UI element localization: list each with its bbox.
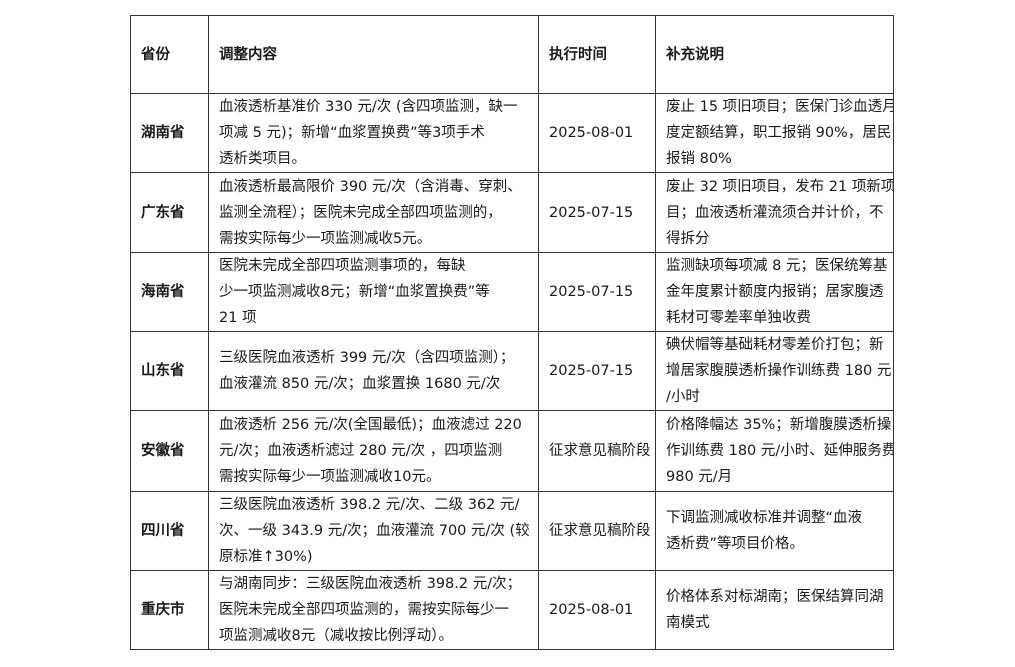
content-line: 原标准↑30%): [219, 549, 313, 565]
content-line: 血液灌流 850 元/次；血浆置换 1680 元/次: [219, 376, 501, 392]
table-row: 重庆市 与湖南同步：三级医院血液透析 398.2 元/次； 医院未完成全部四项监测的…: [130, 570, 894, 650]
date-cell: 2025-08-01: [538, 93, 656, 173]
content-line: 血液透析最高限价 390 元/次（含消毒、穿刺、: [219, 178, 522, 195]
date-cell: 2025-07-15: [538, 252, 656, 332]
notes-line: 价格体系对标湖南；医保结算同湖: [666, 589, 884, 605]
content-line: 少一项监测减收8元；新增“血浆置换费”等: [219, 284, 490, 300]
content-line: 血液透析基准价 330 元/次 (含四项监测，缺一: [219, 99, 518, 115]
province-cell: 山东省: [130, 331, 209, 411]
price-adjustment-table: 省份 调整内容 执行时间 补充说明 湖南省 血液透析基准价 330 元/次 (含四…: [130, 15, 894, 650]
header-row: 省份 调整内容 执行时间 补充说明: [130, 15, 894, 94]
notes-cell: 碘伏帽等基础耗材零差价打包；新 增居家腹膜透析操作训练费 180 元/小时: [655, 331, 894, 411]
table-row: 广东省 血液透析最高限价 390 元/次（含消毒、穿刺、 监测全流程）；医院未完成全…: [130, 172, 894, 253]
content-line: 次、一级 343.9 元/次；血液灌流 700 元/次 (较: [219, 523, 530, 539]
notes-cell: 下调监测减收标准并调整“血液 透析费”等项目价格。: [655, 491, 894, 571]
notes-cell: 价格体系对标湖南；医保结算同湖 南模式: [655, 570, 894, 650]
notes-cell: 废止 32 项旧项目，发布 21 项新项 目；血液透析灌流须合并计价，不 得拆分: [655, 172, 894, 253]
province-cell: 重庆市: [130, 570, 209, 650]
notes-line: 碘伏帽等基础耗材零差价打包；新: [666, 337, 884, 353]
header-date: 执行时间: [538, 15, 656, 94]
date-cell: 2025-07-15: [538, 172, 656, 253]
province-cell: 湖南省: [130, 93, 209, 173]
notes-line: 废止 15 项旧项目；医保门诊血透月: [666, 99, 894, 115]
content-line: 项监测减收8元（减收按比例浮动）。: [219, 628, 453, 644]
content-line: 监测全流程）；医院未完成全部四项监测的，: [219, 204, 502, 221]
content-line: 需按实际每少一项监测减收10元。: [219, 469, 441, 485]
notes-line: 报销 80%: [666, 151, 732, 167]
notes-line: 作训练费 180 元/小时、延伸服务费: [666, 443, 894, 459]
notes-line: 南模式: [666, 615, 710, 631]
table-row: 安徽省 血液透析 256 元/次(全国最低)；血液滤过 220 元/次；血液透析滤过…: [130, 410, 894, 492]
content-line: 21 项: [219, 310, 257, 326]
content-line: 血液透析 256 元/次(全国最低)；血液滤过 220: [219, 417, 522, 433]
notes-line: 980 元/月: [666, 469, 733, 485]
notes-line: 透析费”等项目价格。: [666, 536, 805, 552]
content-line: 三级医院血液透析 399 元/次（含四项监测）；: [219, 350, 515, 366]
content-cell: 血液透析基准价 330 元/次 (含四项监测，缺一 项减 5 元)；新增“血浆置换…: [208, 93, 539, 173]
date-cell: 征求意见稿阶段: [538, 491, 656, 571]
content-cell: 血液透析 256 元/次(全国最低)；血液滤过 220 元/次；血液透析滤过 28…: [208, 410, 539, 492]
notes-cell: 监测缺项每项减 8 元；医保统筹基 金年度累计额度内报销；居家腹透 耗材可零差率单独…: [655, 252, 894, 332]
table-row: 四川省 三级医院血液透析 398.2 元/次、二级 362 元/次、一级 343.…: [130, 491, 894, 571]
notes-line: 监测缺项每项减 8 元；医保统筹基: [666, 258, 888, 274]
content-line: 与湖南同步：三级医院血液透析 398.2 元/次；: [219, 576, 522, 592]
date-cell: 2025-07-15: [538, 331, 656, 411]
header-notes: 补充说明: [655, 15, 894, 94]
content-cell: 与湖南同步：三级医院血液透析 398.2 元/次； 医院未完成全部四项监测的，需按…: [208, 570, 539, 650]
notes-line: 下调监测减收标准并调整“血液: [666, 510, 863, 526]
table-row: 海南省 医院未完成全部四项监测事项的，每缺少一项监测减收8元；新增“血浆置换费”等…: [130, 252, 894, 332]
notes-line: 价格降幅达 35%；新增腹膜透析操: [666, 417, 892, 433]
province-cell: 安徽省: [130, 410, 209, 492]
notes-line: 金年度累计额度内报销；居家腹透: [666, 284, 884, 300]
content-line: 元/次；血液透析滤过 280 元/次 ，四项监测: [219, 443, 503, 459]
table-row: 湖南省 血液透析基准价 330 元/次 (含四项监测，缺一 项减 5 元)；新增“血…: [130, 93, 894, 173]
notes-cell: 价格降幅达 35%；新增腹膜透析操 作训练费 180 元/小时、延伸服务费 980 …: [655, 410, 894, 492]
notes-line: 废止 32 项旧项目，发布 21 项新项: [666, 178, 894, 195]
notes-line: 目；血液透析灌流须合并计价，不: [666, 204, 884, 221]
content-line: 医院未完成全部四项监测事项的，每缺: [219, 258, 466, 274]
content-line: 需按实际每少一项监测减收5元。: [219, 230, 432, 247]
content-line: 项减 5 元)；新增“血浆置换费”等3项手术: [219, 125, 485, 141]
notes-line: 增居家腹膜透析操作训练费 180 元: [666, 363, 892, 379]
header-content: 调整内容: [208, 15, 539, 94]
province-cell: 广东省: [130, 172, 209, 253]
date-cell: 征求意见稿阶段: [538, 410, 656, 492]
table-body: 湖南省 血液透析基准价 330 元/次 (含四项监测，缺一 项减 5 元)；新增“血…: [130, 93, 894, 650]
content-cell: 三级医院血液透析 399 元/次（含四项监测）； 血液灌流 850 元/次；血浆置…: [208, 331, 539, 411]
notes-line: 度定额结算，职工报销 90%，居民: [666, 125, 892, 141]
content-cell: 三级医院血液透析 398.2 元/次、二级 362 元/次、一级 343.9 元…: [208, 491, 539, 571]
content-line: 三级医院血液透析 398.2 元/次、二级 362 元/: [219, 497, 520, 513]
content-cell: 血液透析最高限价 390 元/次（含消毒、穿刺、 监测全流程）；医院未完成全部四项…: [208, 172, 539, 253]
content-line: 医院未完成全部四项监测的，需按实际每少一: [219, 602, 509, 618]
notes-cell: 废止 15 项旧项目；医保门诊血透月 度定额结算，职工报销 90%，居民 报销 80…: [655, 93, 894, 173]
province-cell: 四川省: [130, 491, 209, 571]
content-cell: 医院未完成全部四项监测事项的，每缺少一项监测减收8元；新增“血浆置换费”等 21 …: [208, 252, 539, 332]
notes-line: 得拆分: [666, 230, 710, 247]
province-cell: 海南省: [130, 252, 209, 332]
notes-line: 耗材可零差率单独收费: [666, 310, 811, 326]
table-row: 山东省 三级医院血液透析 399 元/次（含四项监测）； 血液灌流 850 元/次；…: [130, 331, 894, 411]
header-province: 省份: [130, 15, 209, 94]
notes-line: /小时: [666, 389, 700, 405]
date-cell: 2025-08-01: [538, 570, 656, 650]
content-line: 透析类项目。: [219, 151, 306, 167]
